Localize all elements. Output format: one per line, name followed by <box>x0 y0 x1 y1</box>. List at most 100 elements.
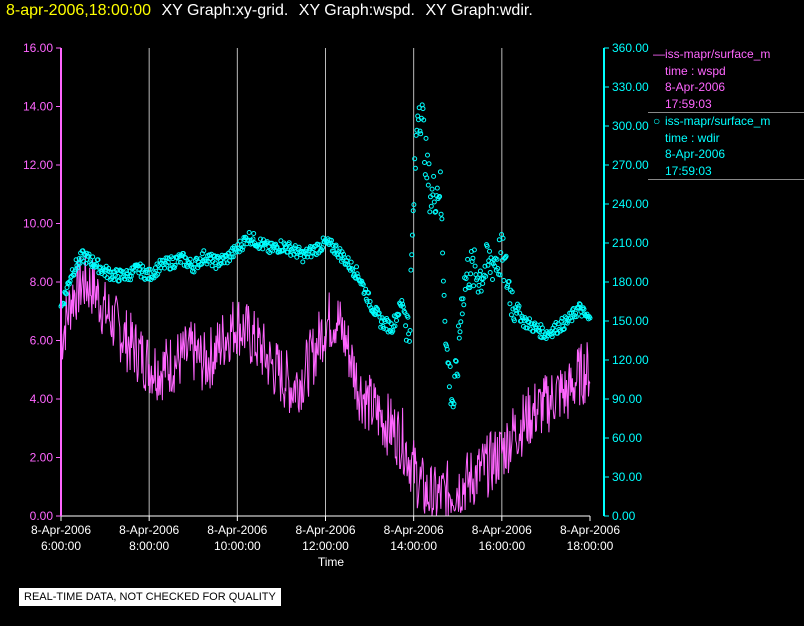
wdir-point <box>76 256 82 262</box>
wdir-point <box>395 312 401 318</box>
left-y-tick-label: 6.00 <box>30 334 54 348</box>
legend-variable: time : wdir <box>665 130 720 145</box>
x-tick-label-time: 10:00:00 <box>214 539 261 553</box>
wdir-point <box>456 335 462 341</box>
wdir-point <box>516 303 522 309</box>
wdir-point <box>172 262 178 268</box>
wdir-point <box>405 314 411 320</box>
wdir-point <box>437 169 443 175</box>
wdir-point <box>308 254 314 260</box>
wdir-point <box>183 255 189 261</box>
left-y-tick-label: 12.00 <box>23 158 53 172</box>
wdir-point <box>424 175 430 181</box>
wdir-point <box>425 182 431 188</box>
wdir-point <box>438 211 444 217</box>
graph-datetime: 8-apr-2006,18:00:00 <box>6 2 151 19</box>
wdir-point <box>446 384 452 390</box>
wdir-point <box>431 173 437 179</box>
wdir-point <box>444 346 450 352</box>
wdir-point <box>477 268 483 274</box>
wdir-point <box>63 291 69 297</box>
wdir-point <box>453 358 458 364</box>
left-y-tick-label: 14.00 <box>23 100 53 114</box>
right-y-tick-label: 60.00 <box>612 431 642 445</box>
wdir-point <box>509 289 515 295</box>
wdir-point <box>460 296 466 302</box>
wdir-point <box>392 323 398 329</box>
wdir-point <box>441 292 447 298</box>
wdir-point <box>131 267 137 273</box>
wdir-point <box>381 325 387 331</box>
x-tick-label-date: 8-Apr-2006 <box>560 523 620 537</box>
wdir-point <box>434 185 440 191</box>
wdir-point <box>465 256 471 262</box>
wdir-point <box>279 248 285 254</box>
wdir-point <box>191 269 197 275</box>
grid-lines <box>148 48 503 516</box>
legend-entry-wspd: — iss-mapr/surface_m time : wspd 8-Apr-2… <box>648 46 804 113</box>
wdir-point <box>348 259 354 265</box>
wdir-point <box>355 274 361 280</box>
wdir-point <box>587 315 593 321</box>
wdir-point <box>485 262 491 268</box>
wdir-point <box>403 337 409 343</box>
wdir-point <box>471 283 477 289</box>
wdir-point <box>138 274 144 280</box>
wdir-point <box>500 235 506 241</box>
wdir-point <box>433 209 439 214</box>
wdir-point <box>459 311 465 317</box>
wdir-point <box>471 247 477 253</box>
wdir-point <box>439 216 445 222</box>
x-tick-label-date: 8-Apr-2006 <box>472 523 532 537</box>
wdir-point <box>581 306 587 312</box>
wdir-point <box>341 251 347 257</box>
wdir-point <box>296 244 302 250</box>
wdir-point <box>90 254 96 260</box>
wdir-point <box>73 257 79 263</box>
wdir-point <box>94 261 99 267</box>
wdir-point <box>350 267 356 273</box>
wdir-point <box>354 271 360 277</box>
wdir-point <box>367 299 373 304</box>
wdir-point <box>503 253 509 259</box>
wdir-point <box>112 272 118 278</box>
wdir-point <box>218 261 224 266</box>
wdir-point <box>122 276 128 282</box>
wdir-point <box>187 256 193 262</box>
right-y-tick-label: 180.00 <box>612 275 649 289</box>
right-y-tick-label: 360.00 <box>612 41 649 55</box>
wdir-point <box>437 194 443 199</box>
wdir-point <box>336 248 342 254</box>
wdir-point <box>378 324 384 330</box>
wdir-point <box>331 248 337 254</box>
wdir-point <box>451 401 457 407</box>
wdir-point <box>475 289 481 295</box>
wdir-point <box>258 236 263 242</box>
wdir-point <box>468 271 474 277</box>
wdir-point <box>440 250 446 256</box>
wdir-point <box>111 277 117 283</box>
wdir-point <box>366 290 372 296</box>
wdir-point <box>421 117 427 123</box>
wdir-point <box>201 248 207 254</box>
wdir-point <box>260 246 266 252</box>
wdir-point <box>400 301 406 307</box>
quality-notice: REAL-TIME DATA, NOT CHECKED FOR QUALITY <box>19 588 281 606</box>
wdir-point <box>66 281 72 287</box>
wdir-point <box>425 152 430 158</box>
wdir-point <box>246 230 252 235</box>
wdir-point <box>508 312 514 318</box>
wdir-point <box>512 305 518 311</box>
wdir-point <box>466 282 472 288</box>
wdir-point <box>305 251 311 257</box>
wdir-point <box>492 263 498 269</box>
x-tick-label-time: 6:00:00 <box>41 539 81 553</box>
wdir-point <box>483 273 489 279</box>
wdir-point <box>75 265 81 271</box>
wdir-point <box>463 276 469 282</box>
wdir-point <box>240 244 246 250</box>
wdir-point <box>329 237 334 243</box>
wdir-point <box>428 203 434 209</box>
wdir-point <box>447 364 453 369</box>
